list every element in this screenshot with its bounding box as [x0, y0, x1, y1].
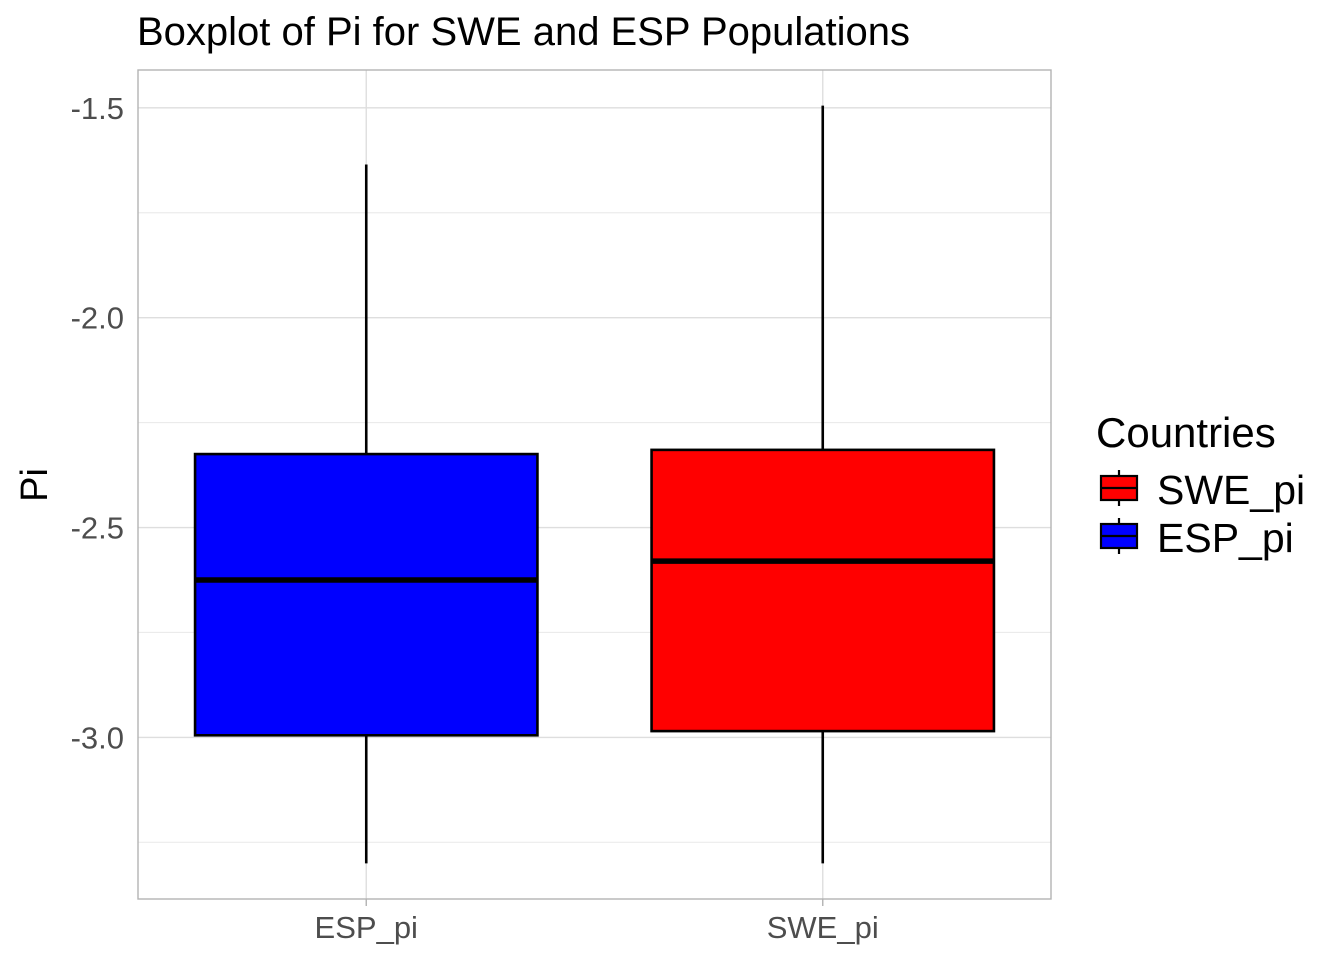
- legend-title: Countries: [1096, 409, 1276, 456]
- box-SWE_pi: [650, 105, 996, 864]
- legend-label-SWE_pi: SWE_pi: [1157, 467, 1305, 513]
- legend-entry-SWE_pi: SWE_pi: [1099, 467, 1305, 513]
- y-tick-label-0: -3.0: [71, 720, 124, 755]
- y-tick-label-1: -2.5: [71, 511, 124, 546]
- legend-label-ESP_pi: ESP_pi: [1157, 515, 1294, 561]
- plot-area: -3.0 -2.5 -2.0 -1.5 ESP_pi SWE_pi: [71, 69, 1052, 945]
- y-axis-title: Pi: [14, 468, 56, 502]
- box-ESP_pi: [193, 164, 539, 864]
- y-tick-label-2: -2.0: [71, 301, 124, 336]
- y-tick-label-3: -1.5: [71, 91, 124, 126]
- chart-title: Boxplot of Pi for SWE and ESP Population…: [137, 10, 910, 54]
- box-rect-SWE_pi: [650, 448, 996, 733]
- box-rect-ESP_pi: [193, 452, 539, 737]
- panel-border: [137, 69, 1052, 900]
- x-tick-label-0: ESP_pi: [315, 910, 418, 945]
- legend-entry-ESP_pi: ESP_pi: [1099, 515, 1294, 561]
- x-tick-label-1: SWE_pi: [767, 910, 879, 945]
